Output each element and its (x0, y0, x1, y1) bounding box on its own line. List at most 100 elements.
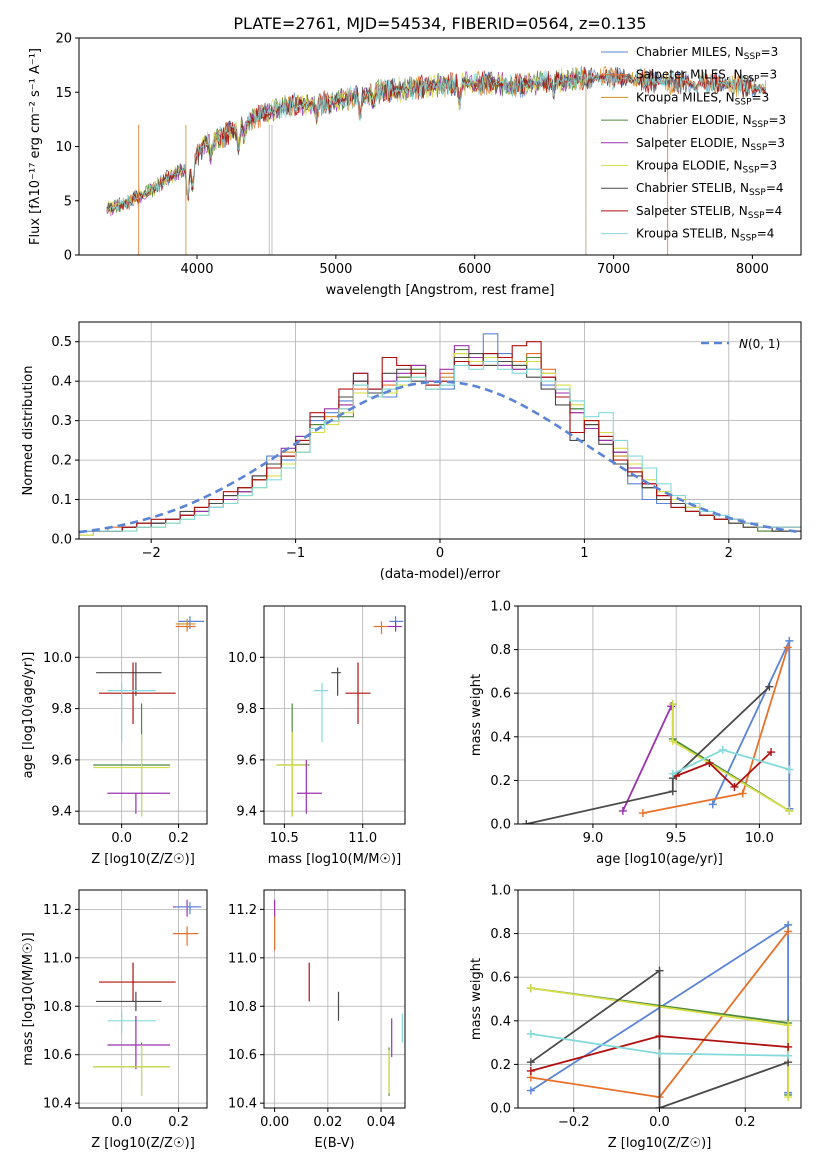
errorbar-point-kroupa-stelib (107, 682, 156, 742)
mass-weight-marker (738, 789, 747, 798)
x-tick-label: −0.2 (558, 1115, 590, 1130)
mass-weight-marker (767, 748, 776, 757)
x-axis-label: Z [log10(Z/Z☉)] (91, 852, 195, 867)
y-axis-label: mass [log10(M/M☉)] (21, 932, 36, 1065)
axes-frame (263, 889, 406, 1109)
mass-weight-marker (705, 758, 714, 767)
mass-weight-marker (784, 1042, 793, 1051)
y-tick-label: 9.4 (51, 805, 72, 820)
y-tick-label: 10.4 (43, 1097, 72, 1112)
y-tick-label: 10 (55, 140, 72, 155)
spectrum-line-kroupa-stelib-n-ssp-4 (106, 66, 767, 212)
legend-label: Chabrier STELIB, NSSP=4 (636, 181, 784, 198)
mass-weight-line-salpeter-miles (642, 647, 789, 814)
mass-weight-marker (668, 737, 677, 746)
y-tick-label: 0.2 (51, 454, 72, 469)
mass-weight-marker (785, 765, 794, 774)
y-tick-label: 0.6 (490, 687, 511, 702)
plot-area-massweight-vs-age (522, 636, 794, 824)
y-tick-label: 10.8 (228, 1000, 257, 1015)
y-tick-label: 10.0 (43, 651, 72, 666)
mass-weight-marker (784, 1051, 793, 1060)
y-tick-label: 0 (64, 249, 72, 264)
plot-area-age-vs-z (93, 616, 205, 817)
mass-weight-marker (708, 800, 717, 809)
errorbar-point-kroupa-elodie (93, 1045, 171, 1096)
x-tick-label: 0.2 (735, 1115, 756, 1130)
errorbar-point-salpeter-elodie (172, 899, 199, 917)
y-axis-label: mass weight (469, 958, 484, 1040)
errorbar-point-kroupa-stelib (314, 682, 329, 742)
panel-massweight-vs-age: 9.0 9.5 10.0 0.0 0.2 0.4 0.6 0.8 1.0 age [log10(a… (469, 600, 802, 867)
plot-area-residuals (79, 333, 801, 536)
legend: N(0, 1) (701, 337, 780, 351)
legend-label: Kroupa ELODIE, NSSP=3 (636, 159, 777, 176)
mass-weight-marker (785, 636, 794, 645)
mass-weight-marker (784, 927, 793, 936)
y-tick-label: 0.4 (490, 1014, 511, 1029)
x-tick-label: 0.02 (313, 1115, 342, 1130)
mass-weight-marker (783, 643, 792, 652)
x-axis-label: Z [log10(Z/Z☉)] (608, 1136, 712, 1151)
mass-weight-marker (668, 769, 677, 778)
mass-weight-line-salpeter-stelib (675, 751, 772, 789)
errorbar-point-salpeter-elodie (296, 759, 322, 814)
errorbar-point-kroupa-stelib (107, 1011, 156, 1033)
mass-weight-marker (526, 984, 535, 993)
x-tick-label: 11.0 (348, 831, 377, 846)
y-tick-label: 11.2 (43, 903, 72, 918)
y-tick-label: 0.6 (490, 971, 511, 986)
figure-title: PLATE=2761, MJD=54534, FIBERID=0564, z=0… (233, 14, 646, 33)
x-tick-label: −1 (286, 546, 305, 561)
x-axis-label: (data-model)/error (380, 567, 501, 582)
y-tick-label: 10.6 (43, 1048, 72, 1063)
errorbar-point-salpeter-elodie (107, 792, 171, 814)
x-axis-label: Z [log10(Z/Z☉)] (91, 1136, 195, 1151)
legend: Chabrier MILES, NSSP=3 Salpeter MILES, NS… (601, 45, 786, 244)
y-tick-label: 1.0 (490, 600, 511, 615)
x-tick-label: 9.5 (666, 831, 687, 846)
mass-weight-line-chabrier-miles (711, 640, 791, 809)
axes-frame (78, 889, 208, 1109)
y-tick-label: 0.4 (51, 375, 72, 390)
y-tick-label: 5 (64, 194, 72, 209)
x-tick-label: 2 (725, 546, 733, 561)
mass-weight-marker (618, 806, 627, 815)
mass-weight-line-salpeter-elodie (622, 705, 673, 812)
y-axis-label: Normed distribution (21, 366, 36, 496)
y-tick-label: 9.8 (236, 702, 257, 717)
y-tick-label: 0.1 (51, 493, 72, 508)
mass-weight-marker (638, 809, 647, 818)
y-tick-label: 11.2 (228, 903, 257, 918)
x-tick-label: 4000 (180, 262, 213, 277)
errorbar-point-kroupa-elodie (276, 731, 308, 817)
mass-weight-marker (655, 966, 664, 975)
x-tick-label: 10.5 (270, 831, 299, 846)
axes-frame (263, 605, 406, 825)
errorbar-point-chabrier-miles (389, 616, 404, 630)
mass-weight-marker (526, 1086, 535, 1095)
y-tick-label: 15 (55, 86, 72, 101)
mass-weight-marker (522, 820, 531, 824)
errorbar-point-chabrier-stelib (96, 991, 162, 1012)
y-tick-label: 0.0 (51, 533, 72, 548)
legend-label: N(0, 1) (739, 337, 780, 351)
y-tick-label: 0.4 (490, 730, 511, 745)
mass-weight-marker (526, 1066, 535, 1075)
y-tick-label: 0.2 (490, 1058, 511, 1073)
x-tick-label: 7000 (597, 262, 630, 277)
histogram-salpeter-stelib (79, 341, 801, 532)
y-tick-label: 9.6 (51, 753, 72, 768)
mass-weight-marker (730, 782, 739, 791)
x-axis-label: age [log10(age/yr)] (596, 852, 723, 867)
y-tick-label: 0.2 (490, 774, 511, 789)
errorbar-point-salpeter-miles (172, 926, 199, 946)
mass-weight-marker (784, 1093, 793, 1102)
legend-label: Kroupa MILES, NSSP=3 (636, 90, 769, 107)
x-tick-label: 0.0 (111, 1115, 132, 1130)
legend-label: Salpeter STELIB, NSSP=4 (636, 204, 782, 221)
axes-frame (78, 605, 208, 825)
x-tick-label: 0.00 (260, 1115, 289, 1130)
x-tick-label: 0.0 (649, 1115, 670, 1130)
panel-mass-vs-ebv: 0.00 0.02 0.04 10.4 10.6 10.8 11.0 11.2 E(B-V) (228, 889, 406, 1151)
